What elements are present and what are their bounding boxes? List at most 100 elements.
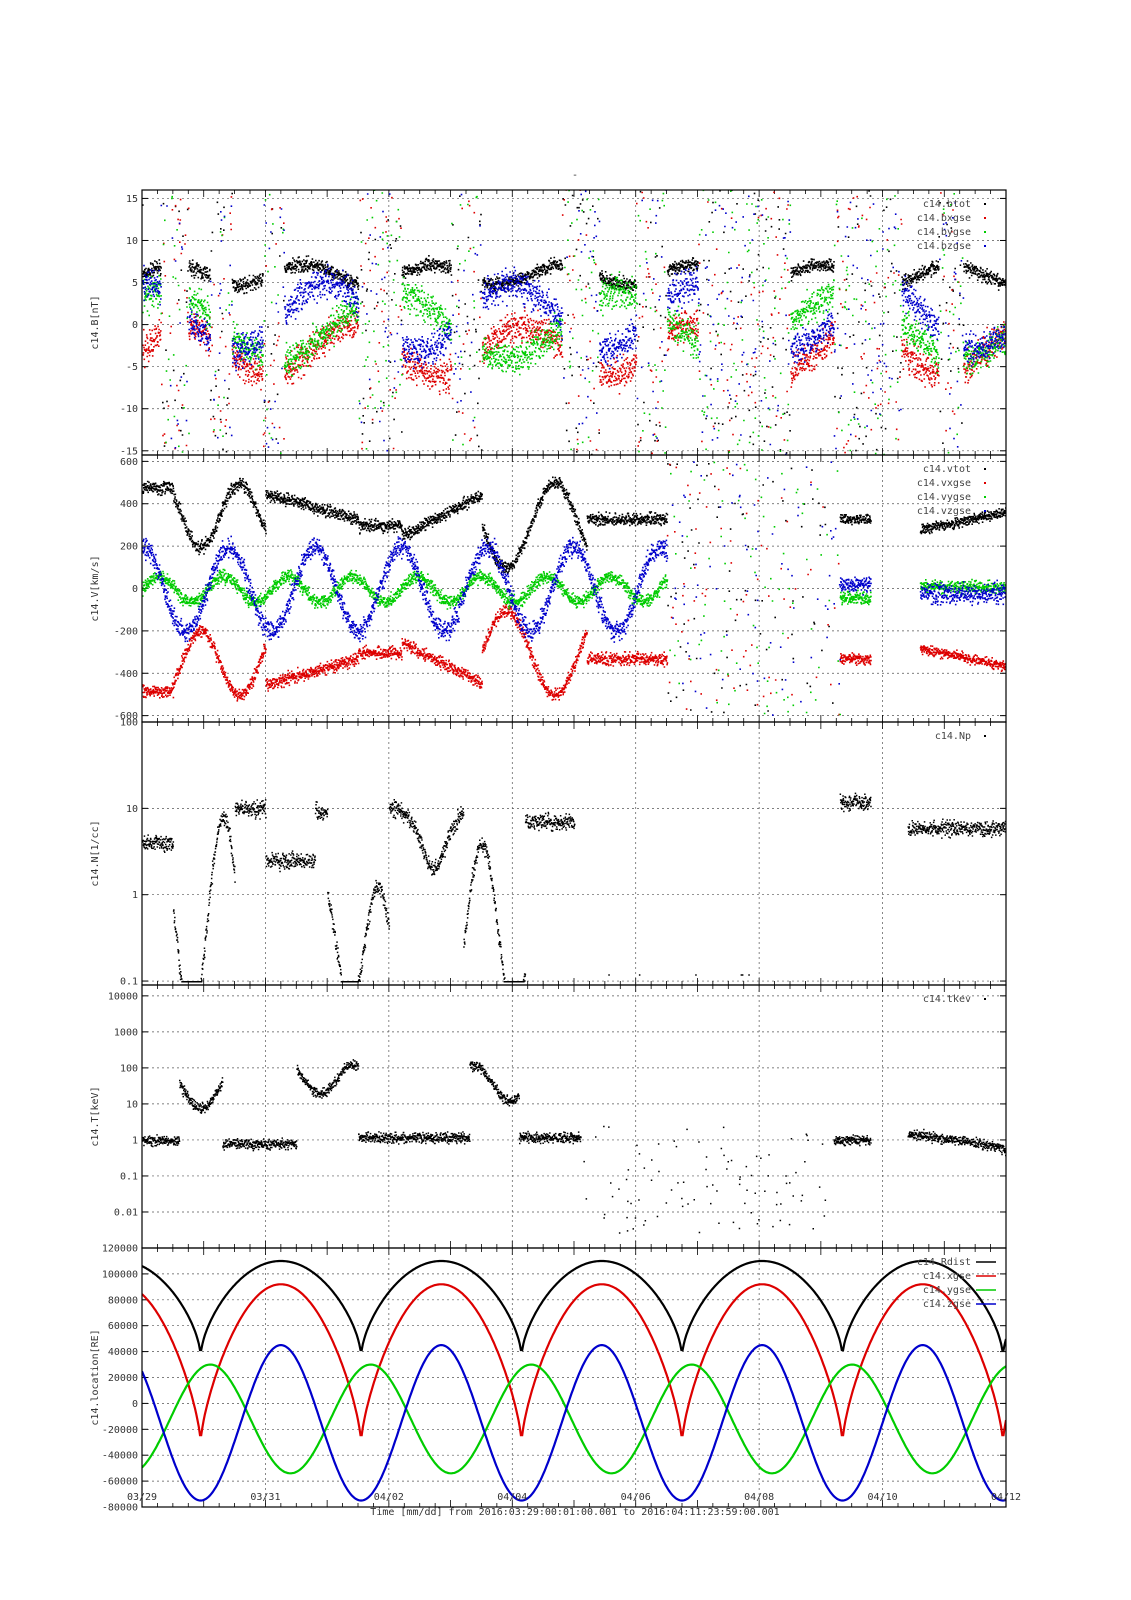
data-layer	[142, 190, 1006, 455]
panel-5: -80000 -60000 -40000 -20000 0 20000 40000 60000…	[90, 1244, 1007, 1514]
legend-swatch	[984, 998, 986, 1000]
panel-3: 0.1 1 10 100 c14.N[1/cc] c14.Np	[90, 718, 1007, 988]
y-tick-label: 5	[132, 278, 138, 289]
series-points	[142, 463, 1006, 716]
y-tick-label: -40000	[102, 1451, 138, 1462]
panel-1: -15 -10 -5 0 5 10 15 c14.B[nT] c14.btot c14.bxgse…	[90, 189, 1007, 457]
data-layer	[142, 1059, 1006, 1234]
panel-frame	[141, 721, 1007, 986]
y-tick-label: 0	[132, 584, 138, 595]
y-tick-label: 1000	[114, 1027, 138, 1038]
legend-label: c14.vtot	[923, 464, 971, 475]
y-tick-label: 0.01	[114, 1207, 138, 1218]
panel-frame	[141, 1247, 1007, 1508]
legend-label: c14.ygse	[923, 1285, 971, 1296]
y-tick-label: 0	[132, 1399, 138, 1410]
legend-swatch	[984, 496, 986, 498]
series-c14-xgse	[142, 1283, 1006, 1437]
series-c14-vtot	[142, 463, 1006, 714]
x-tick-label: 04/12	[991, 1492, 1021, 1503]
y-tick-label: 100	[120, 718, 138, 729]
y-tick-label: -80000	[102, 1503, 138, 1514]
legend-label: c14.bxgse	[917, 213, 971, 224]
legend-swatch	[984, 217, 986, 219]
data-layer	[142, 1259, 1006, 1502]
legend-swatch	[984, 231, 986, 233]
x-tick-label: 04/10	[868, 1492, 898, 1503]
y-tick-label: -10	[120, 404, 138, 415]
y-tick-label: 20000	[108, 1373, 138, 1384]
legend-label: c14.tkev	[923, 994, 971, 1005]
y-tick-label: -600	[114, 711, 138, 722]
data-layer	[142, 461, 1006, 716]
series-points	[142, 190, 1006, 455]
series-c14-ygse	[142, 1363, 1006, 1475]
y-tick-label: 0	[132, 320, 138, 331]
data-layer	[142, 792, 1006, 983]
legend-swatch	[984, 203, 986, 205]
legend: c14.vtot c14.vxgse c14.vygse c14.vzgse	[917, 464, 986, 517]
legend-swatch	[984, 468, 986, 470]
x-tick-label: 04/08	[744, 1492, 774, 1503]
legend-label: c14.zgse	[923, 1299, 971, 1310]
y-tick-label: -5	[126, 362, 138, 373]
y-tick-label: 120000	[102, 1244, 138, 1255]
legend-swatch	[984, 245, 986, 247]
page-title: -	[572, 170, 578, 181]
series-points	[142, 1059, 1006, 1234]
legend-label: c14.vzgse	[917, 506, 971, 517]
y-axis-label: c14.B[nT]	[90, 295, 101, 349]
series-points	[142, 463, 1006, 714]
y-tick-label: 10	[126, 804, 138, 815]
y-axis-label: c14.V[km/s]	[90, 555, 101, 621]
legend-label: c14.vxgse	[917, 478, 971, 489]
x-tick-label: 04/02	[374, 1492, 404, 1503]
series-points	[142, 792, 1006, 983]
panel-4: 0.01 0.1 1 10 100 1000 10000 c14.T[keV] c14.tkev	[90, 984, 1007, 1249]
legend: c14.tkev	[923, 994, 986, 1005]
y-tick-label: 1	[132, 1135, 138, 1146]
legend-swatch	[984, 735, 986, 737]
y-tick-label: -15	[120, 446, 138, 457]
series-c14-Np	[142, 792, 1006, 983]
legend-label: c14.xgse	[923, 1271, 971, 1282]
y-tick-label: 10000	[108, 991, 138, 1002]
x-axis-label: Time [mm/dd] from 2016:03:29:00:01:00.00…	[370, 1507, 779, 1518]
legend-label: c14.Np	[935, 731, 971, 742]
panel-frame	[141, 189, 1007, 456]
y-axis-label: c14.N[1/cc]	[90, 820, 101, 886]
y-tick-label: 0.1	[120, 977, 138, 988]
y-tick-label: 100000	[102, 1269, 138, 1280]
legend-label: c14.bygse	[917, 227, 971, 238]
x-tick-label: 03/31	[250, 1492, 280, 1503]
series-c14-vxgse	[142, 463, 1006, 716]
panels-container: -15-10-5051015c14.B[nT]c14.btotc14.bxgse…	[90, 189, 1007, 1514]
x-tick-label: 04/04	[497, 1492, 527, 1503]
y-tick-label: 1	[132, 890, 138, 901]
legend-label: c14.btot	[923, 199, 971, 210]
panel-frame	[141, 984, 1007, 1249]
y-tick-label: 60000	[108, 1321, 138, 1332]
y-tick-label: 10	[126, 1099, 138, 1110]
y-tick-label: 200	[120, 542, 138, 553]
panel-2: -600 -400 -200 0 200 400 600 c14.V[km/s] c14.vto…	[90, 454, 1007, 723]
y-axis-label: c14.T[keV]	[90, 1086, 101, 1146]
legend: c14.Np	[935, 731, 986, 742]
y-tick-label: -60000	[102, 1477, 138, 1488]
y-tick-label: 80000	[108, 1295, 138, 1306]
legend-label: c14.bzgse	[917, 241, 971, 252]
legend-label: c14.Rdist	[917, 1257, 971, 1268]
series-c14-bxgse	[142, 190, 1006, 455]
series-c14-tkev	[142, 1059, 1006, 1234]
y-tick-label: 40000	[108, 1347, 138, 1358]
legend: c14.Rdist c14.xgse c14.ygse c14.zgse	[917, 1257, 996, 1310]
y-tick-label: 400	[120, 499, 138, 510]
y-tick-label: 15	[126, 194, 138, 205]
y-tick-label: 600	[120, 457, 138, 468]
legend-swatch	[984, 510, 986, 512]
y-tick-label: 0.1	[120, 1171, 138, 1182]
legend: c14.btot c14.bxgse c14.bygse c14.bzgse	[917, 199, 986, 252]
series-c14-Rdist	[142, 1259, 1006, 1352]
x-tick-label: 03/29	[127, 1492, 157, 1503]
